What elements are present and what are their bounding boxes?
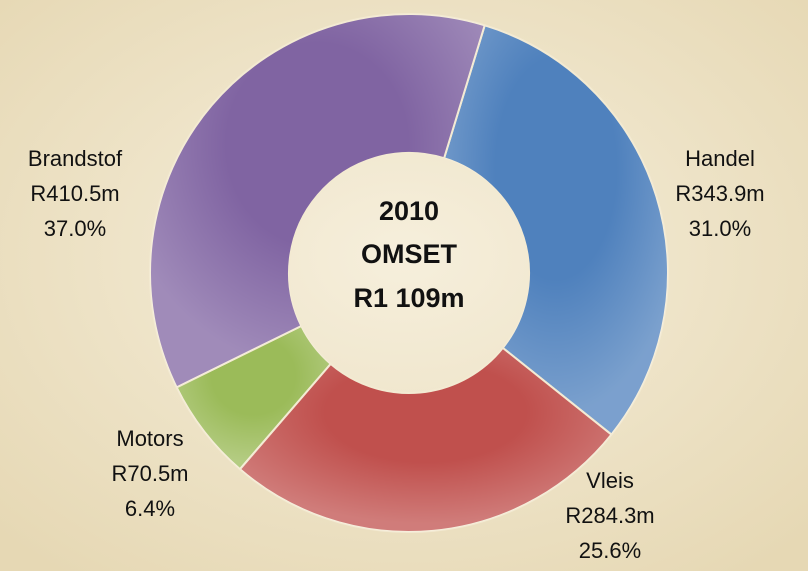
center-text: 2010 [379,196,439,226]
slice-percent: 37.0% [44,216,106,241]
center-text: OMSET [361,239,458,269]
slice-amount: R284.3m [565,503,654,528]
center-text: R1 109m [353,283,464,313]
slice-amount: R70.5m [111,461,188,486]
slice-percent: 25.6% [579,538,641,563]
slice-percent: 31.0% [689,216,751,241]
slice-label: Brandstof [28,146,123,171]
slice-label: Motors [116,426,183,451]
slice-amount: R410.5m [30,181,119,206]
slice-label: Handel [685,146,755,171]
slice-label: Vleis [586,468,634,493]
slice-amount: R343.9m [675,181,764,206]
slice-percent: 6.4% [125,496,175,521]
